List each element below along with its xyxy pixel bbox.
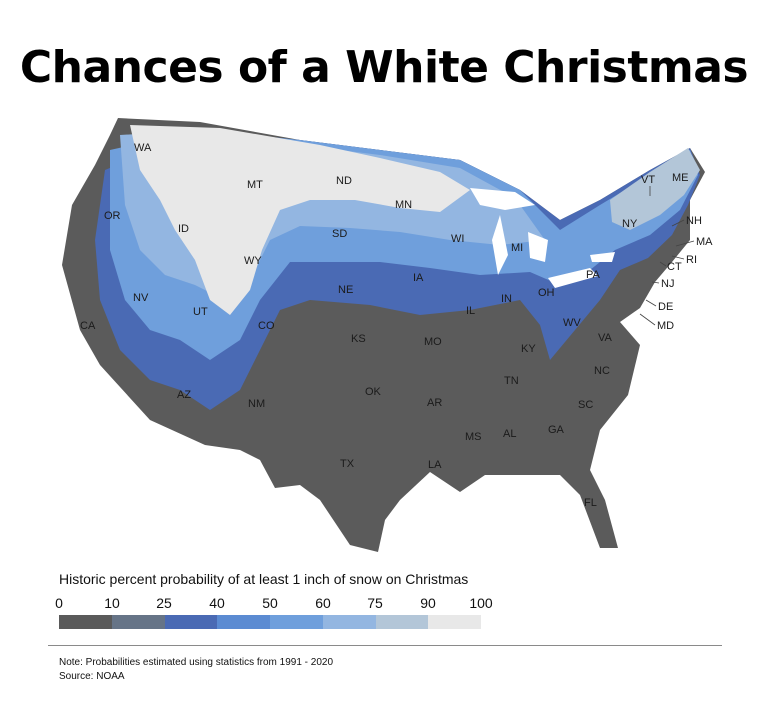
state-label-ks: KS (351, 333, 366, 345)
legend-tick: 75 (367, 595, 383, 611)
state-label-ri: RI (686, 254, 697, 266)
footnote: Note: Probabilities estimated using stat… (59, 657, 334, 668)
state-label-tx: TX (340, 458, 355, 470)
state-label-nj: NJ (661, 278, 674, 290)
legend-swatch (164, 615, 218, 629)
state-label-me: ME (672, 172, 689, 184)
footer-divider (48, 645, 722, 646)
legend-tick: 25 (156, 595, 172, 611)
legend-swatch (111, 615, 165, 629)
legend-tick: 60 (315, 595, 331, 611)
legend-swatch (270, 615, 323, 629)
source-note: Source: NOAA (59, 671, 125, 682)
legend-tick: 40 (209, 595, 225, 611)
state-label-ca: CA (80, 320, 96, 332)
leader-lines (639, 186, 695, 326)
state-label-in: IN (501, 293, 512, 305)
state-label-de: DE (658, 301, 673, 313)
legend-color-bar (59, 615, 481, 629)
state-labels: WA OR CA ID NV MT WY UT AZ CO NM ND SD N… (80, 142, 713, 509)
legend-tick: 90 (420, 595, 436, 611)
state-label-or: OR (104, 210, 121, 222)
state-label-mo: MO (424, 336, 442, 348)
state-label-wi: WI (451, 233, 464, 245)
legend-swatch (59, 615, 112, 629)
state-label-ne: NE (338, 284, 353, 296)
state-label-wa: WA (134, 142, 152, 154)
state-label-id: ID (178, 223, 189, 235)
state-label-mt: MT (247, 179, 263, 191)
band-75-90 (610, 148, 700, 230)
legend-tick: 100 (469, 595, 493, 611)
state-label-ok: OK (365, 386, 382, 398)
legend-title: Historic percent probability of at least… (59, 571, 469, 587)
state-label-ny: NY (622, 218, 638, 230)
band-90-100 (130, 125, 470, 315)
state-label-md: MD (657, 320, 674, 332)
legend-swatch (217, 615, 270, 629)
state-label-ut: UT (193, 306, 208, 318)
state-label-ar: AR (427, 397, 442, 409)
state-label-wy: WY (244, 255, 262, 267)
legend-tick: 10 (104, 595, 120, 611)
state-label-nv: NV (133, 292, 149, 304)
page-title: Chances of a White Christmas (19, 42, 749, 93)
legend-ticks: 0 10 25 40 50 60 75 90 100 (0, 595, 768, 615)
state-label-ia: IA (413, 272, 424, 284)
great-lakes (470, 188, 615, 288)
state-label-al: AL (503, 428, 516, 440)
state-label-ms: MS (465, 431, 482, 443)
state-label-la: LA (428, 459, 442, 471)
state-label-wv: WV (563, 317, 581, 329)
state-label-nd: ND (336, 175, 352, 187)
state-label-il: IL (466, 305, 475, 317)
state-label-sd: SD (332, 228, 347, 240)
state-label-va: VA (598, 332, 613, 344)
state-label-mi: MI (511, 242, 523, 254)
state-label-az: AZ (177, 389, 191, 401)
state-label-nm: NM (248, 398, 265, 410)
state-label-tn: TN (504, 375, 519, 387)
state-label-nc: NC (594, 365, 610, 377)
state-label-ga: GA (548, 424, 565, 436)
state-label-sc: SC (578, 399, 593, 411)
legend-swatch (322, 615, 376, 629)
legend-swatch (375, 615, 429, 629)
state-label-nh: NH (686, 215, 702, 227)
state-label-mn: MN (395, 199, 412, 211)
legend-swatch (428, 615, 481, 629)
state-label-pa: PA (586, 269, 601, 281)
state-label-ma: MA (696, 236, 713, 248)
state-label-ky: KY (521, 343, 536, 355)
state-label-ct: CT (667, 261, 682, 273)
state-label-vt: VT (641, 174, 655, 186)
state-label-fl: FL (584, 497, 597, 509)
legend-tick: 0 (55, 595, 63, 611)
state-label-oh: OH (538, 287, 555, 299)
legend-tick: 50 (262, 595, 278, 611)
state-label-co: CO (258, 320, 275, 332)
